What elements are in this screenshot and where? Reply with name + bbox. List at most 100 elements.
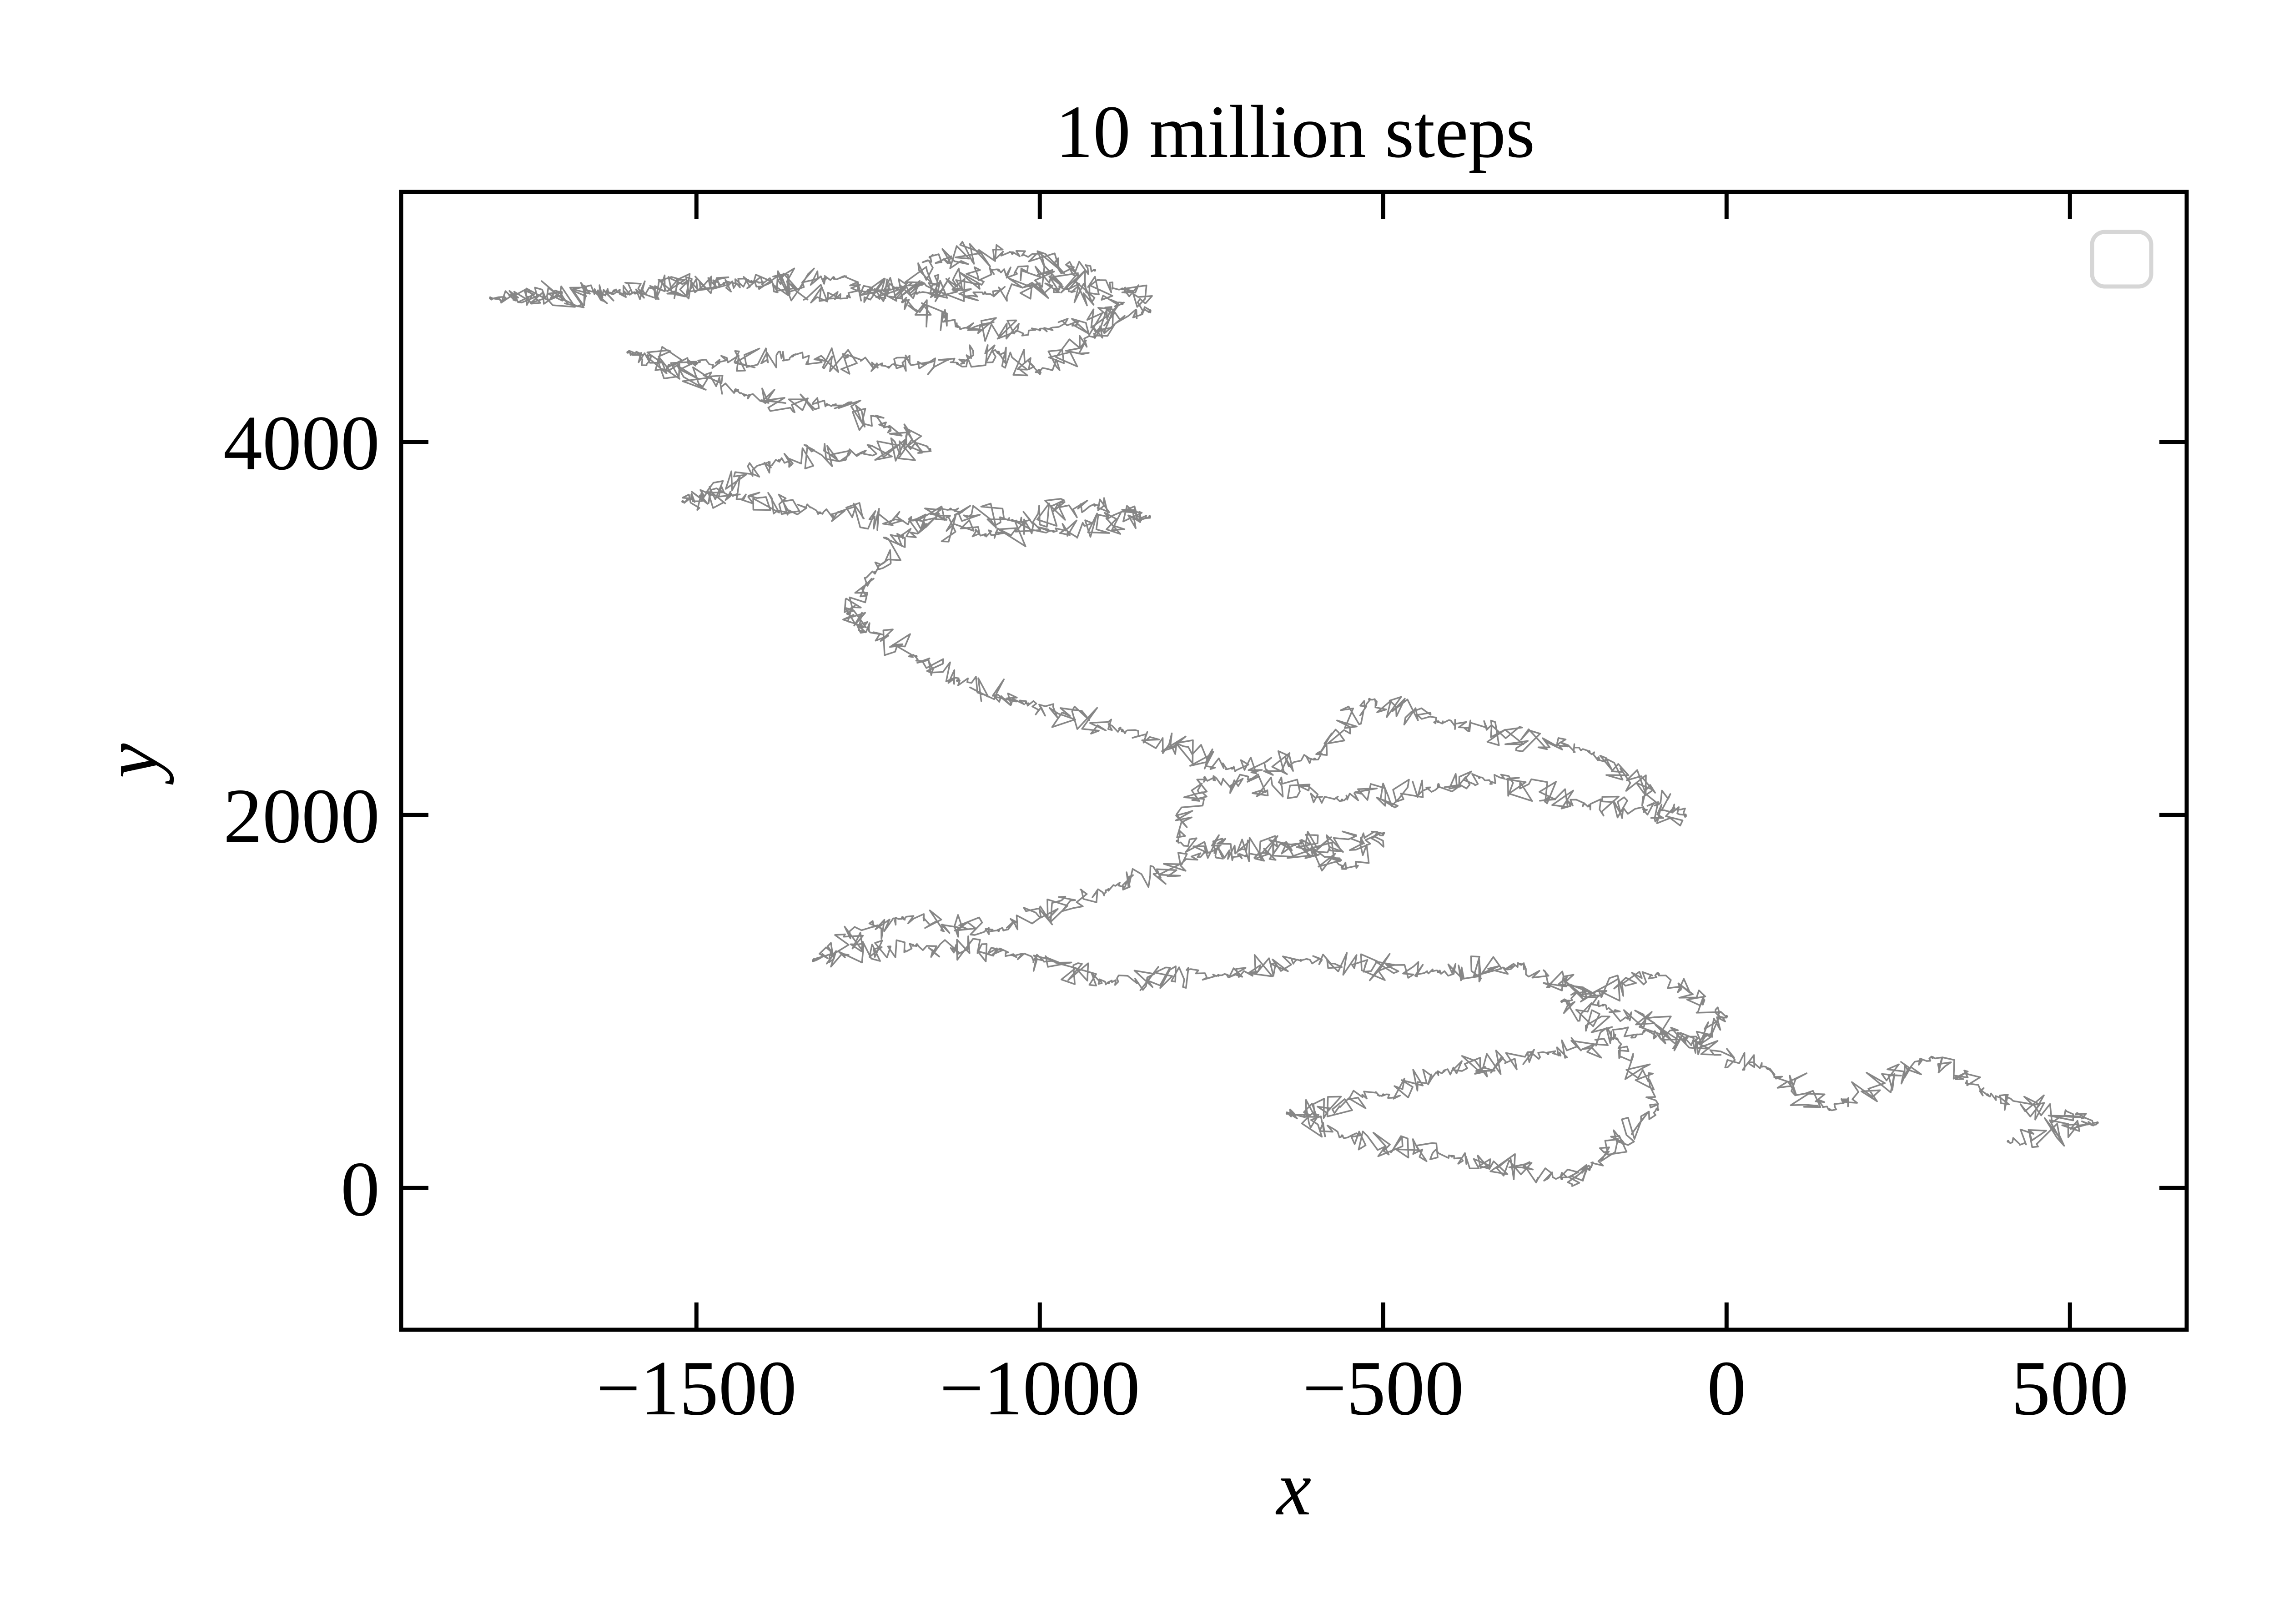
walk-point — [791, 354, 794, 357]
y-tick-label: 0 — [341, 1146, 380, 1232]
walk-point — [695, 362, 698, 365]
walk-point — [1340, 1134, 1343, 1137]
walk-point — [1107, 981, 1110, 985]
walk-series-line — [489, 241, 2099, 1187]
walk-point — [846, 295, 849, 298]
walk-point — [915, 655, 918, 658]
walk-point — [722, 282, 725, 285]
walk-point — [949, 508, 952, 511]
walk-point — [1121, 302, 1124, 306]
walk-point — [1093, 336, 1097, 339]
walk-point — [997, 351, 1000, 354]
walk-point — [983, 291, 986, 294]
walk-point — [832, 276, 835, 279]
walk-point — [997, 929, 1000, 932]
walk-point — [1299, 959, 1303, 962]
walk-point — [1656, 972, 1660, 975]
walk-point — [489, 297, 492, 300]
walk-point — [633, 291, 636, 294]
walk-point — [819, 511, 822, 514]
walk-point — [887, 366, 890, 369]
walk-point — [873, 571, 876, 574]
walk-point — [1244, 855, 1248, 858]
y-tick-label: 2000 — [223, 773, 380, 860]
walk-point — [812, 959, 815, 962]
walk-point — [1437, 785, 1440, 789]
walk-point — [1066, 287, 1069, 291]
walk-point — [1450, 1155, 1454, 1158]
walk-point — [1011, 252, 1014, 255]
plot-area — [489, 241, 2099, 1187]
walk-point — [1025, 701, 1028, 704]
walk-point — [1038, 369, 1041, 372]
x-tick-label: 500 — [2011, 1345, 2128, 1432]
walk-point — [1588, 804, 1591, 807]
walk-point — [1828, 1108, 1831, 1111]
walk-point — [1697, 1041, 1700, 1044]
plot-frame — [399, 190, 2189, 1332]
walk-point — [1176, 840, 1179, 843]
walk-point — [1011, 518, 1014, 522]
walk-point — [1011, 953, 1014, 956]
walk-point — [1093, 504, 1097, 507]
walk-point — [1615, 1037, 1618, 1041]
walk-point — [1285, 1112, 1288, 1115]
y-tick-label: 4000 — [223, 400, 380, 487]
x-tick-label: 0 — [1707, 1345, 1746, 1432]
walk-point — [1643, 1030, 1646, 1033]
walk-point — [743, 394, 746, 397]
walk-point — [1437, 720, 1440, 723]
walk-point — [846, 612, 849, 615]
walk-point — [1203, 776, 1206, 779]
walk-point — [1656, 1108, 1660, 1111]
walk-point — [1368, 698, 1371, 701]
walk-point — [1437, 1071, 1440, 1074]
walk-point — [613, 289, 616, 292]
x-tick-label: −1500 — [596, 1345, 797, 1432]
walk-point — [956, 325, 959, 328]
walk-point — [928, 256, 931, 259]
walk-point — [1601, 1004, 1605, 1007]
y-axis-label: y — [88, 743, 174, 785]
x-tick-label: −500 — [1303, 1345, 1464, 1432]
walk-point — [1038, 328, 1041, 332]
walk-point — [983, 533, 986, 537]
walk-point — [1231, 767, 1234, 770]
walk-point — [1093, 269, 1097, 272]
walk-point — [1121, 729, 1124, 733]
walk-point — [1382, 832, 1385, 835]
walk-point — [915, 518, 918, 522]
walk-point — [1588, 1168, 1591, 1171]
walk-point — [1382, 1093, 1385, 1096]
walk-point — [915, 944, 918, 947]
walk-point — [866, 627, 870, 630]
y-axis-ticks: 0 2000 4000 — [223, 400, 2187, 1232]
walk-point — [1217, 974, 1220, 977]
walk-point — [1437, 970, 1440, 973]
walk-point — [928, 448, 931, 451]
walk-point — [901, 301, 904, 303]
walk-point — [1560, 1000, 1563, 1003]
walk-point — [1340, 799, 1343, 802]
walk-point — [1560, 1177, 1563, 1180]
walk-point — [997, 269, 1000, 272]
walk-point — [1148, 515, 1151, 518]
walk-point — [901, 916, 904, 919]
walk-point — [1340, 865, 1343, 869]
walk-point — [1684, 813, 1687, 816]
walk-point — [901, 533, 904, 537]
walk-point — [1725, 1015, 1728, 1018]
walk-point — [1121, 287, 1124, 291]
walk-point — [750, 280, 753, 283]
walk-point — [1107, 888, 1110, 891]
walk-point — [956, 362, 959, 365]
walk-point — [915, 291, 918, 294]
legend-box — [2090, 230, 2153, 289]
walk-point — [860, 452, 863, 455]
walk-point — [1313, 757, 1316, 760]
walk-point — [1766, 1067, 1769, 1070]
x-axis-label: x — [1275, 1445, 1311, 1532]
walk-point — [915, 284, 918, 287]
walk-point — [1148, 310, 1151, 313]
